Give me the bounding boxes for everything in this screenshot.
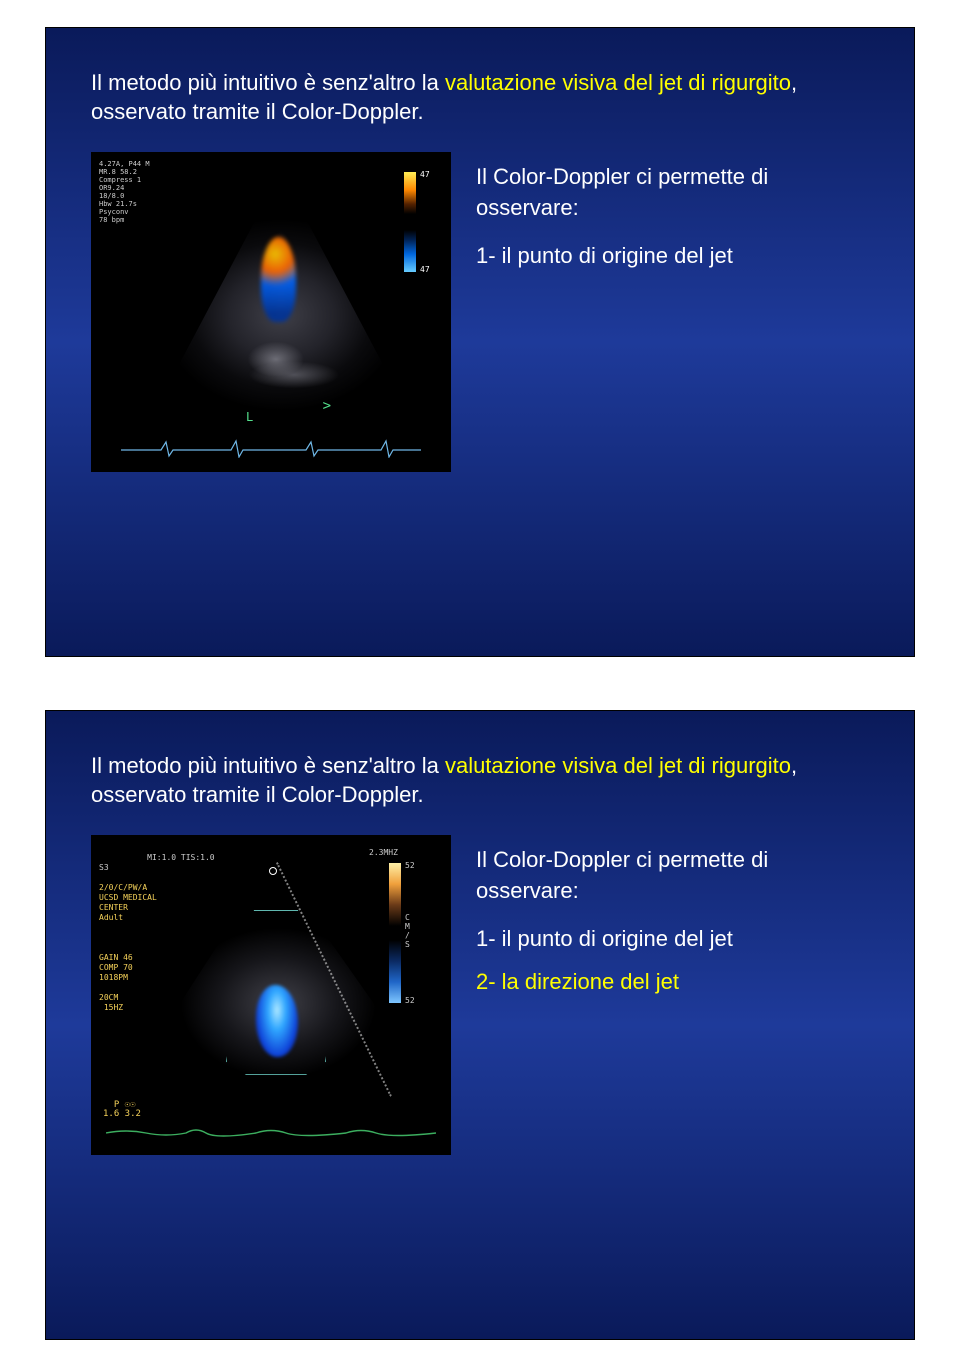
scale2-mid: C M / S [405, 913, 410, 949]
slide2-ultrasound-figure: MI:1.0 TIS:1.0 S3 2/0/C/PW/A UCSD MEDICA… [91, 835, 451, 1155]
l-marker-icon: L [246, 410, 253, 424]
scale-bot-label: 47 [420, 265, 430, 274]
slide1-lead: Il Color-Doppler ci permette di osservar… [476, 162, 869, 224]
slide2-color-scale: 52 C M / S 52 [389, 863, 401, 1003]
scale2-bot: 52 [405, 996, 415, 1005]
slide1-right-text: Il Color-Doppler ci permette di osservar… [476, 152, 869, 284]
slide1-figure-meta: 4.27A, P44 M MR.8 58.2 Compress 1 OR9.24… [99, 160, 150, 224]
scale2-top: 52 [405, 861, 415, 870]
slide2-lead: Il Color-Doppler ci permette di osservar… [476, 845, 869, 907]
slide2-content-row: MI:1.0 TIS:1.0 S3 2/0/C/PW/A UCSD MEDICA… [91, 835, 869, 1155]
doppler-jet2-icon [256, 985, 298, 1057]
arrow-marker-icon: > [323, 398, 331, 414]
slide2-intro-highlight: valutazione visiva del jet di rigurgito [445, 753, 791, 778]
meta-low: GAIN 46 COMP 70 1018PM 20CM 15HZ [99, 953, 133, 1012]
slide1-intro-highlight: valutazione visiva del jet di rigurgito [445, 70, 791, 95]
apex-marker-icon [269, 867, 277, 875]
footer-marker: P ☉☉ 1.6 3.2 [103, 1101, 141, 1119]
slide1-intro-pre: Il metodo più intuitivo è senz'altro la [91, 70, 445, 95]
slide2-intro-pre: Il metodo più intuitivo è senz'altro la [91, 753, 445, 778]
meta-mid: 2/0/C/PW/A UCSD MEDICAL CENTER Adult [99, 883, 157, 922]
scale-top-label: 47 [420, 170, 430, 179]
slide-2: Il metodo più intuitivo è senz'altro la … [45, 710, 915, 1340]
doppler-jet-icon [261, 237, 296, 322]
slide1-color-scale: 47 47 [404, 172, 416, 272]
slide-1-wrap: Il metodo più intuitivo è senz'altro la … [0, 0, 960, 683]
slide1-ultrasound-figure: 4.27A, P44 M MR.8 58.2 Compress 1 OR9.24… [91, 152, 451, 472]
slide1-content-row: 4.27A, P44 M MR.8 58.2 Compress 1 OR9.24… [91, 152, 869, 472]
slide1-intro: Il metodo più intuitivo è senz'altro la … [91, 68, 869, 127]
ecg-trace2-icon [106, 1123, 436, 1145]
slide-2-wrap: Il metodo più intuitivo è senz'altro la … [0, 683, 960, 1366]
slide2-intro: Il metodo più intuitivo è senz'altro la … [91, 751, 869, 810]
slide2-right-text: Il Color-Doppler ci permette di osservar… [476, 835, 869, 998]
slide2-item1: 1- il punto di origine del jet [476, 924, 869, 955]
slide-1: Il metodo più intuitivo è senz'altro la … [45, 27, 915, 657]
ecg-trace-icon [121, 438, 421, 458]
slide1-item1: 1- il punto di origine del jet [476, 241, 869, 272]
slide2-item2: 2- la direzione del jet [476, 967, 869, 998]
meta-top: MI:1.0 TIS:1.0 S3 [99, 853, 215, 872]
